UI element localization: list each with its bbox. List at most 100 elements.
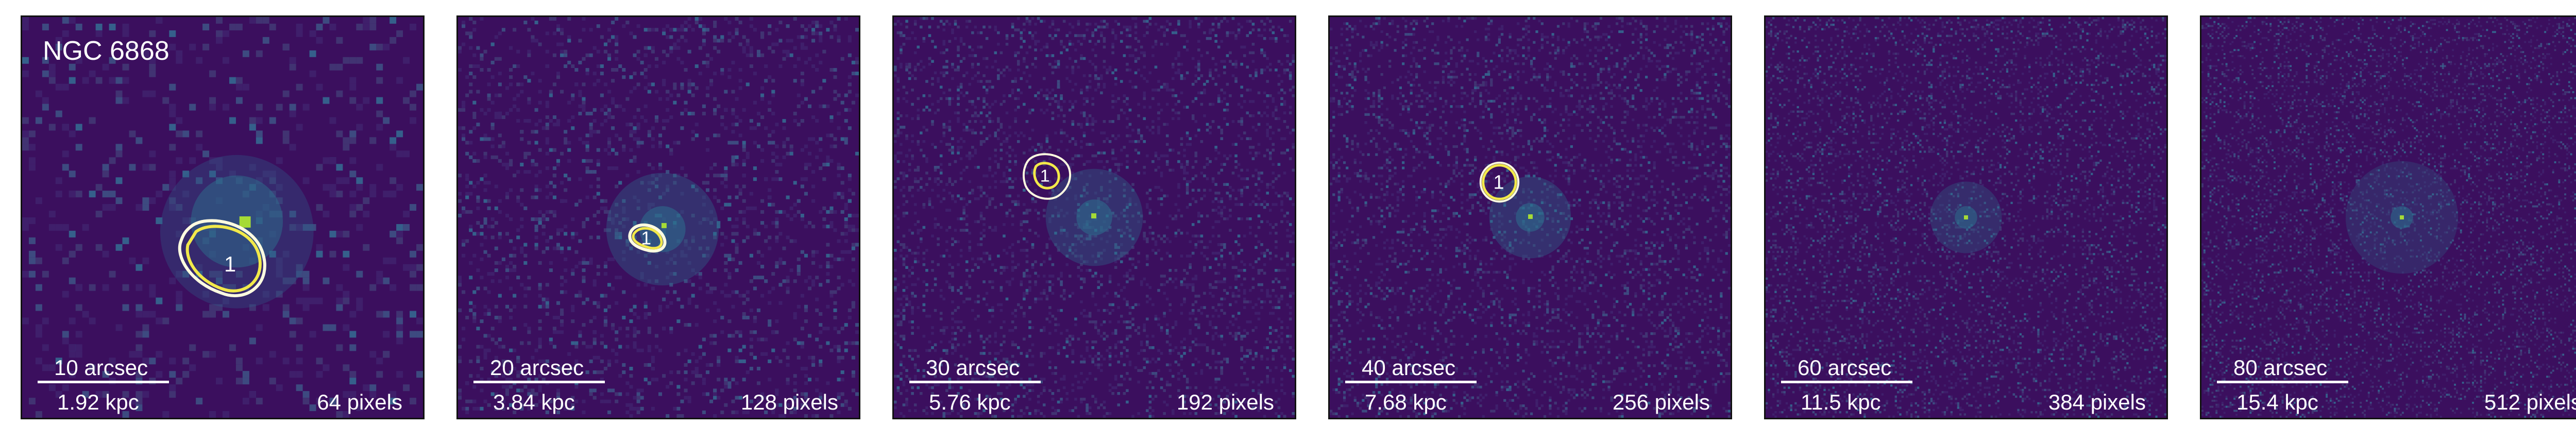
noise-pixel [925, 412, 928, 415]
noise-pixel [383, 277, 390, 284]
noise-pixel [815, 141, 819, 145]
noise-pixel [643, 315, 648, 320]
noise-pixel [560, 90, 564, 94]
noise-pixel [1217, 243, 1221, 246]
noise-pixel [1292, 143, 1295, 146]
noise-pixel [1246, 217, 1249, 220]
noise-pixel [654, 378, 658, 382]
noise-pixel [1091, 243, 1094, 246]
noise-pixel [687, 279, 691, 283]
noise-pixel [169, 358, 176, 365]
noise-pixel [513, 304, 517, 309]
noise-pixel [913, 65, 917, 69]
noise-pixel [189, 104, 196, 111]
noise-pixel [1251, 174, 1255, 178]
noise-pixel [534, 123, 538, 127]
noise-pixel [1014, 363, 1017, 366]
noise-pixel [349, 204, 357, 211]
noise-pixel [336, 177, 343, 184]
noise-pixel [742, 144, 746, 148]
noise-pixel [102, 171, 109, 178]
noise-pixel [749, 253, 753, 258]
noise-pixel [753, 228, 757, 232]
noise-pixel [994, 134, 997, 138]
noise-pixel [942, 91, 946, 95]
noise-pixel [534, 188, 538, 192]
noise-pixel [42, 23, 49, 30]
noise-pixel [582, 108, 586, 112]
noise-pixel [902, 263, 906, 266]
noise-pixel [673, 82, 677, 87]
noise-pixel [487, 348, 491, 352]
noise-pixel [520, 283, 524, 287]
noise-pixel [905, 303, 908, 307]
noise-pixel [600, 334, 604, 338]
noise-pixel [829, 221, 834, 225]
noise-pixel [1094, 65, 1097, 69]
noise-pixel [905, 37, 908, 40]
noise-pixel [804, 166, 808, 171]
noise-pixel [549, 337, 553, 342]
noise-pixel [684, 363, 688, 367]
noise-pixel [833, 301, 837, 305]
noise-pixel [582, 100, 586, 105]
noise-pixel [771, 42, 775, 46]
noise-pixel [1174, 277, 1178, 281]
noise-pixel [1272, 172, 1275, 175]
noise-pixel [937, 25, 940, 29]
noise-pixel [618, 327, 622, 331]
noise-pixel [1240, 366, 1243, 369]
noise-pixel [603, 272, 607, 276]
noise-pixel [954, 332, 957, 335]
noise-pixel [1246, 20, 1249, 23]
noise-pixel [988, 254, 991, 258]
noise-pixel [1289, 62, 1292, 66]
noise-pixel [1177, 151, 1180, 155]
noise-pixel [694, 272, 699, 276]
noise-pixel [819, 24, 823, 28]
noise-pixel [615, 392, 619, 396]
noise-pixel [985, 91, 989, 95]
noise-pixel [1031, 263, 1035, 266]
noise-pixel [669, 283, 673, 287]
noise-pixel [1185, 191, 1189, 195]
noise-pixel [538, 304, 542, 309]
noise-pixel [182, 270, 190, 278]
noise-pixel [1082, 380, 1086, 384]
noise-pixel [156, 217, 163, 224]
noise-pixel [948, 177, 952, 180]
noise-pixel [369, 23, 377, 30]
noise-pixel [735, 195, 739, 199]
noise-pixel [416, 317, 423, 325]
noise-pixel [1275, 223, 1278, 226]
noise-pixel [376, 43, 383, 50]
noise-pixel [513, 104, 517, 108]
noise-pixel [1134, 25, 1138, 29]
noise-pixel [833, 210, 837, 214]
noise-pixel [1191, 177, 1195, 180]
noise-pixel [1103, 400, 1106, 404]
noise-pixel [472, 399, 477, 403]
noise-pixel [523, 206, 528, 210]
noise-pixel [979, 143, 983, 146]
noise-pixel [775, 162, 779, 166]
noise-pixel [1226, 31, 1229, 35]
noise-pixel [516, 82, 520, 87]
noise-pixel [724, 177, 728, 181]
noise-pixel [1177, 54, 1180, 57]
noise-pixel [1048, 286, 1052, 289]
noise-pixel [1137, 211, 1140, 215]
noise-pixel [1120, 31, 1123, 35]
noise-pixel [596, 192, 600, 196]
noise-pixel [811, 283, 816, 287]
noise-pixel [369, 17, 377, 24]
noise-pixel [465, 399, 469, 403]
noise-pixel [1091, 346, 1094, 349]
noise-pixel [556, 315, 561, 320]
noise-pixel [913, 168, 917, 172]
noise-pixel [615, 35, 619, 39]
noise-pixel [1286, 334, 1289, 338]
noise-pixel [574, 232, 579, 236]
noise-pixel [1071, 349, 1075, 352]
noise-pixel [786, 24, 790, 28]
